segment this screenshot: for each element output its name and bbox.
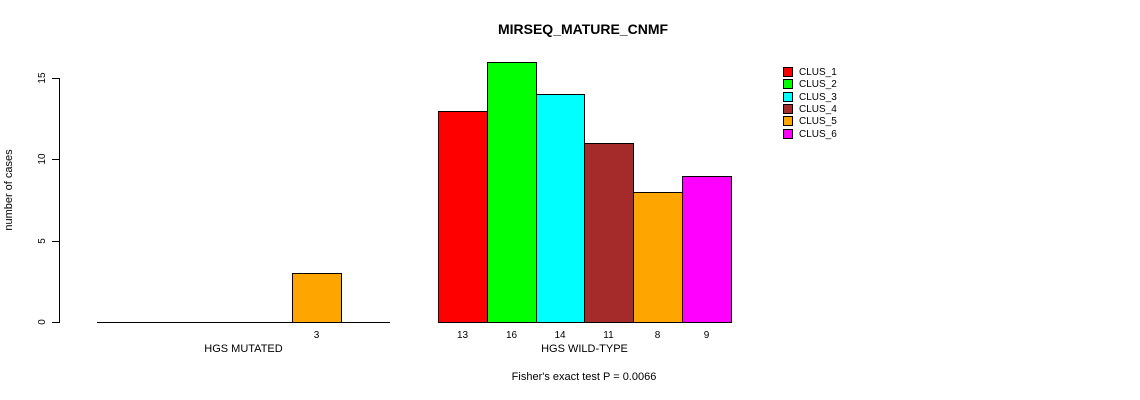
legend-label-clus_3: CLUS_3	[799, 92, 837, 103]
y-axis-line	[59, 78, 60, 323]
y-tick-mark	[52, 78, 60, 79]
legend-label-clus_6: CLUS_6	[799, 129, 837, 140]
bar-clus_6-wildtype	[682, 176, 732, 323]
bar-value-label: 3	[313, 330, 320, 341]
bar-value-label: 13	[456, 330, 469, 341]
legend-label-clus_5: CLUS_5	[799, 116, 837, 127]
legend-swatch-clus_3	[783, 92, 793, 102]
group-baseline	[97, 322, 390, 323]
legend-swatch-clus_1	[783, 67, 793, 77]
y-tick-mark	[52, 322, 60, 323]
bar-clus_4-wildtype	[584, 143, 634, 323]
legend-label-clus_2: CLUS_2	[799, 79, 837, 90]
chart-title: MIRSEQ_MATURE_CNMF	[497, 21, 669, 37]
legend-label-clus_4: CLUS_4	[799, 104, 837, 115]
fisher-test-footnote: Fisher's exact test P = 0.0066	[511, 371, 657, 383]
y-tick-mark	[52, 159, 60, 160]
bar-value-label: 9	[703, 330, 710, 341]
legend-swatch-clus_4	[783, 104, 793, 114]
legend-label-clus_1: CLUS_1	[799, 67, 837, 78]
bar-clus_5-mutated	[292, 273, 342, 323]
legend-swatch-clus_2	[783, 79, 793, 89]
bar-value-label: 14	[554, 330, 566, 341]
legend-swatch-clus_5	[783, 116, 793, 126]
group-label: HGS WILD-TYPE	[541, 343, 628, 355]
group-label: HGS MUTATED	[204, 343, 283, 355]
y-tick-mark	[52, 241, 60, 242]
bar-value-label: 16	[505, 330, 518, 341]
bar-value-label: 8	[654, 330, 661, 341]
bar-clus_2-wildtype	[487, 62, 537, 323]
legend-swatch-clus_6	[783, 129, 793, 139]
bar-value-label: 11	[603, 330, 614, 341]
